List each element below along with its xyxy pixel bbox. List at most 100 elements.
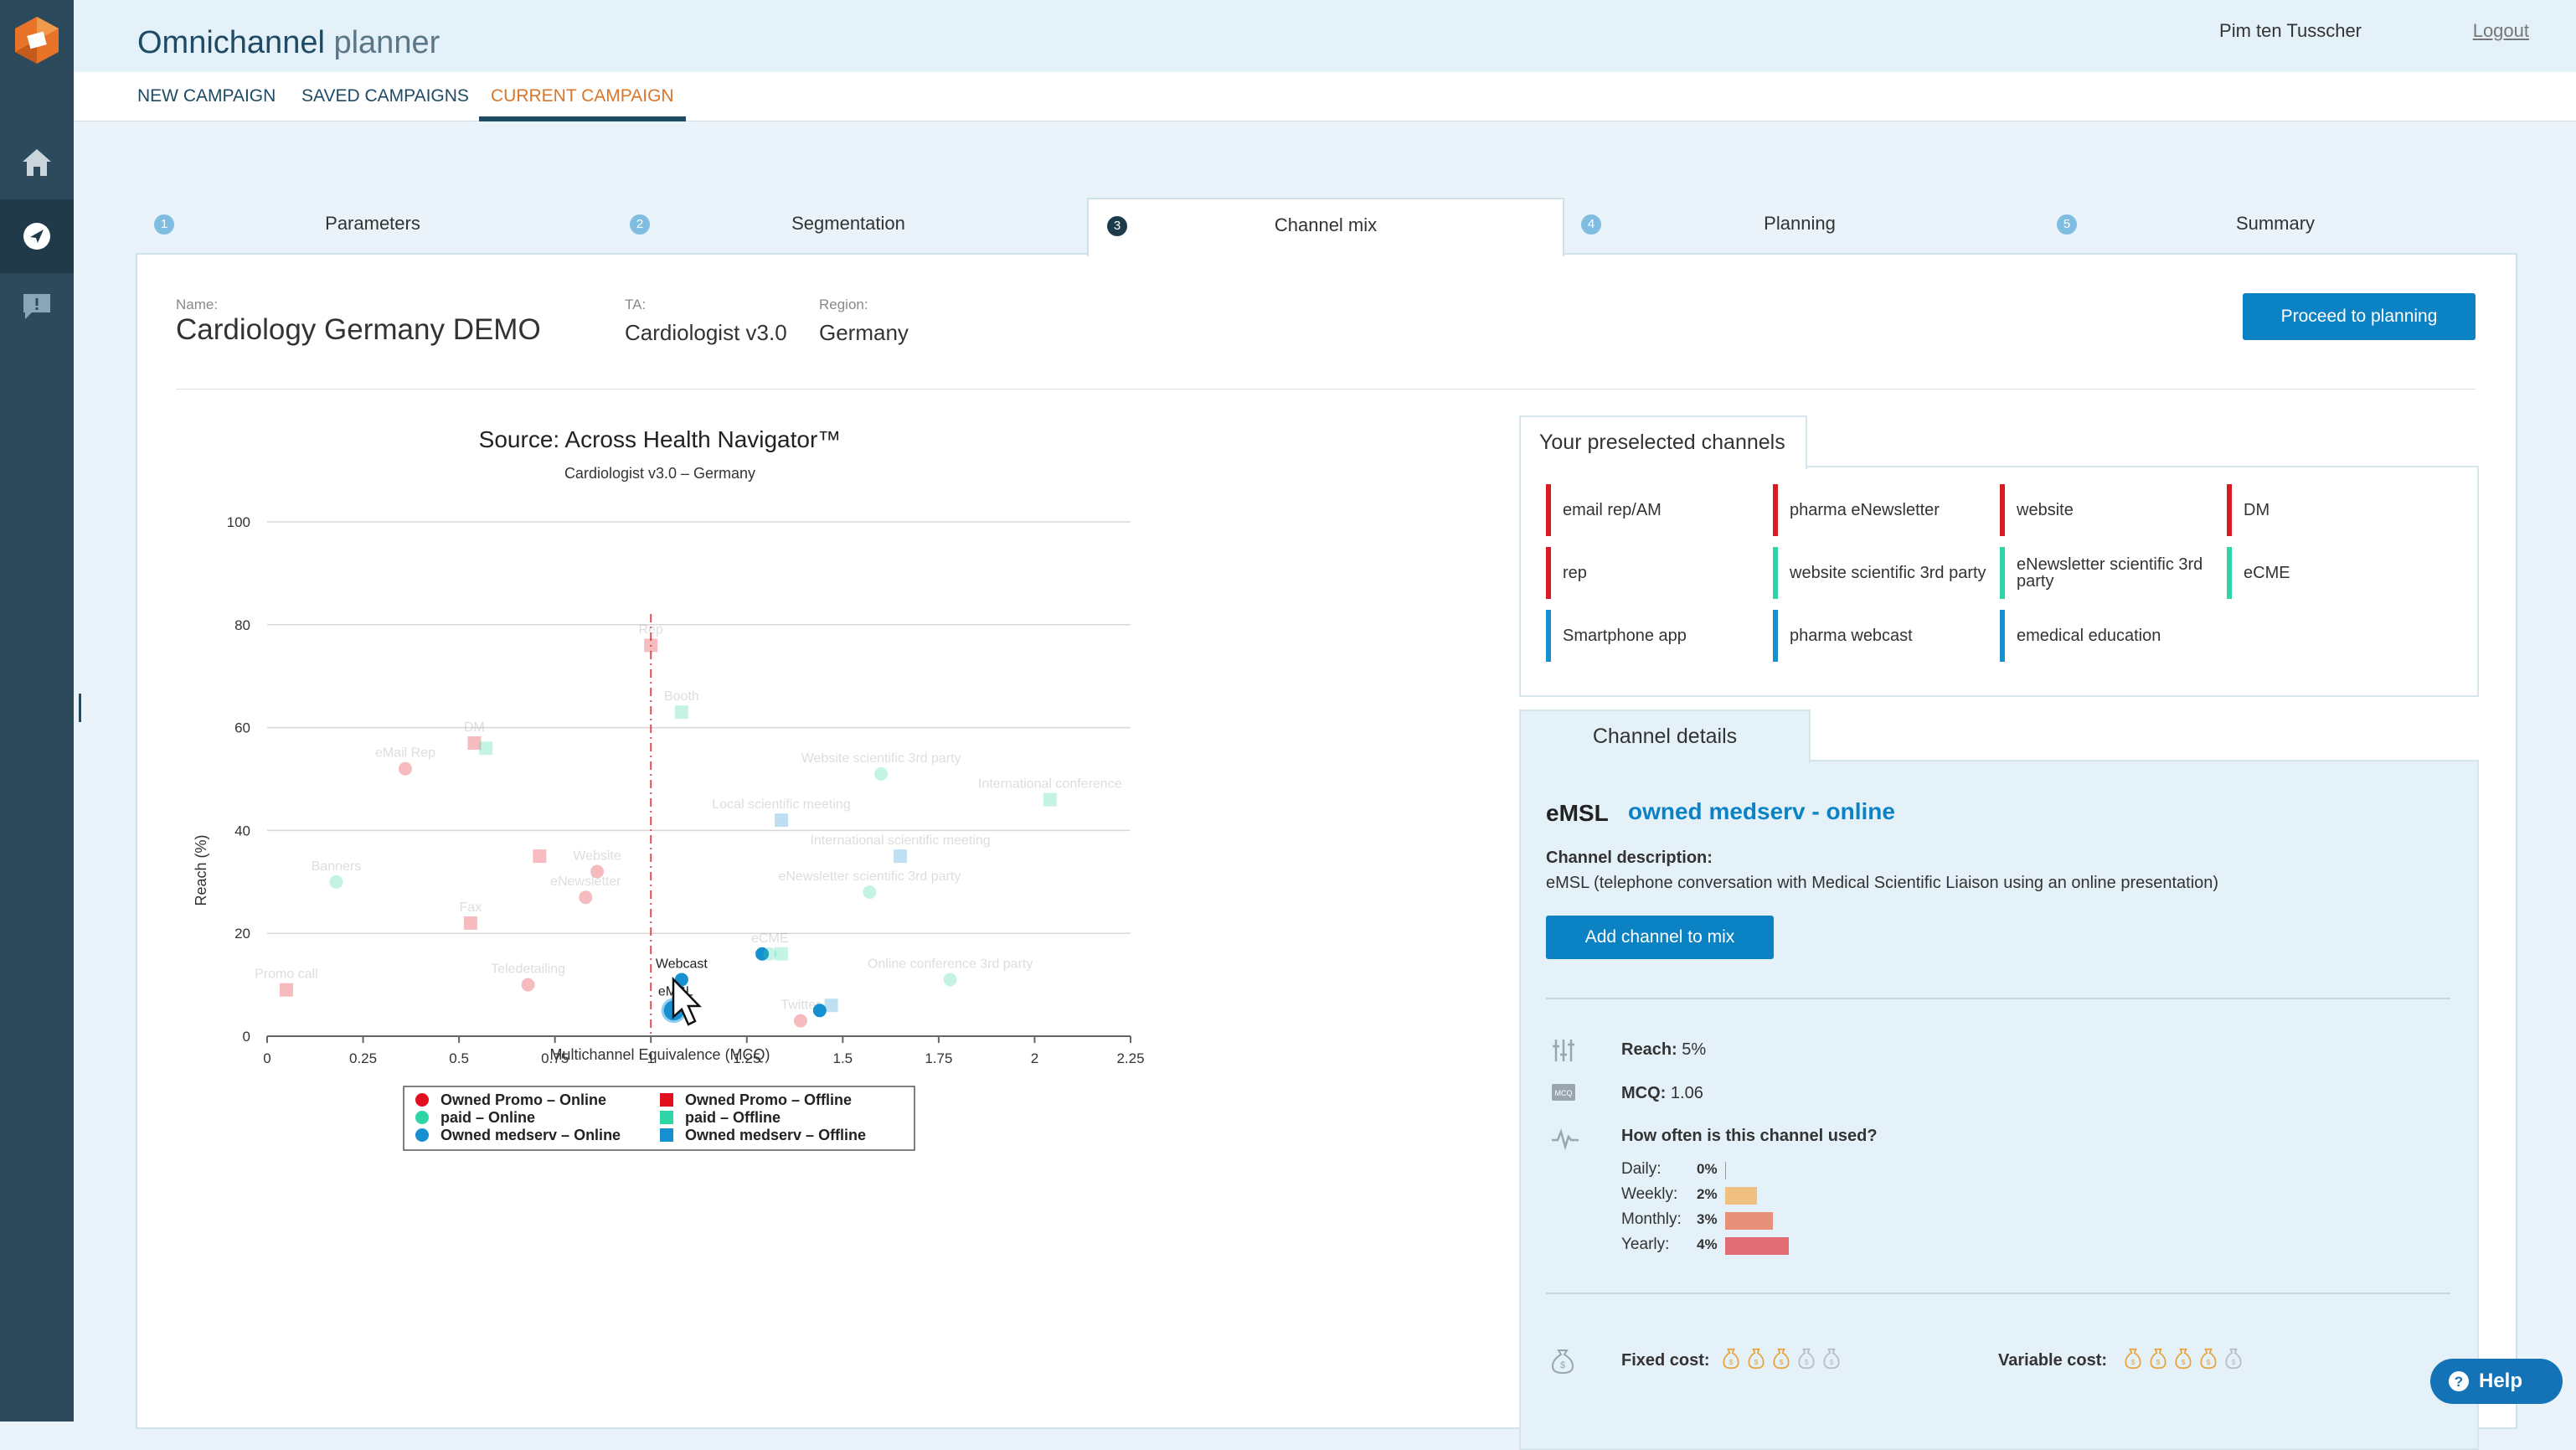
svg-text:$: $ xyxy=(2232,1358,2236,1366)
preselected-channel[interactable]: pharma eNewsletter xyxy=(1773,484,1991,536)
chart-point[interactable]: eNewsletter xyxy=(550,875,621,905)
point-label: Booth xyxy=(664,689,699,704)
y-tick-label: 80 xyxy=(234,617,250,633)
app-title: Omnichannel planner xyxy=(137,25,440,61)
add-channel-button[interactable]: Add channel to mix xyxy=(1546,916,1774,959)
chart-point[interactable]: International scientific meeting xyxy=(810,833,991,864)
frequency-label: Monthly: xyxy=(1621,1210,1682,1228)
x-tick-label: 2.25 xyxy=(1116,1050,1144,1066)
svg-text:$: $ xyxy=(1805,1358,1809,1366)
chart-point[interactable]: Fax xyxy=(460,900,482,930)
reach-value: 5% xyxy=(1682,1040,1707,1059)
legend-item: paid – Offline xyxy=(660,1109,781,1126)
help-button[interactable]: ? Help xyxy=(2430,1359,2563,1404)
point-marker xyxy=(479,741,493,756)
svg-text:$: $ xyxy=(1754,1358,1759,1366)
preselected-channel[interactable]: emedical education xyxy=(2000,610,2218,662)
description-text: eMSL (telephone conversation with Medica… xyxy=(1546,874,2219,892)
point-label: Twitter xyxy=(781,998,821,1013)
point-label: Website scientific 3rd party xyxy=(801,751,961,766)
channel-color-bar xyxy=(2000,484,2005,536)
step-planning[interactable]: 4 Planning xyxy=(1563,198,2037,253)
chart-point[interactable] xyxy=(479,741,493,756)
chart-point[interactable] xyxy=(824,998,838,1013)
step-summary[interactable]: 5 Summary xyxy=(2038,198,2512,253)
preselected-channel[interactable]: pharma webcast xyxy=(1773,610,1991,662)
chart-subtitle: Cardiologist v3.0 – Germany xyxy=(564,465,755,482)
mcq-label: MCQ: xyxy=(1621,1084,1667,1102)
chart-point[interactable]: DM xyxy=(464,720,485,751)
chart-point[interactable] xyxy=(755,947,770,961)
logout-link[interactable]: Logout xyxy=(2472,20,2529,41)
user-name: Pim ten Tusscher xyxy=(2219,20,2362,41)
chart-point[interactable]: Rep xyxy=(639,622,663,653)
chart-point[interactable]: Online conference 3rd party xyxy=(868,957,1033,987)
x-tick-label: 1.25 xyxy=(733,1050,760,1066)
preselected-channel[interactable]: DM xyxy=(2227,484,2445,536)
chart-point[interactable] xyxy=(812,1004,827,1018)
nav-new-campaign[interactable]: NEW CAMPAIGN xyxy=(137,86,276,106)
point-marker xyxy=(863,885,877,900)
sidebar-item-campaign[interactable] xyxy=(0,199,74,273)
legend-box xyxy=(403,1086,915,1151)
step-segmentation[interactable]: 2 Segmentation xyxy=(611,198,1085,253)
frequency-label: Daily: xyxy=(1621,1160,1662,1178)
chart-point[interactable]: Twitter xyxy=(781,998,821,1028)
channel-color-bar xyxy=(2227,484,2232,536)
chart-point[interactable]: Webcast xyxy=(656,957,708,987)
legend-label: Owned Promo – Online xyxy=(440,1091,606,1108)
chart-point[interactable]: Banners xyxy=(312,859,362,889)
point-label: eMail Rep xyxy=(375,746,435,761)
preselected-channel[interactable]: website scientific 3rd party xyxy=(1773,547,1991,599)
nav-current-campaign[interactable]: CURRENT CAMPAIGN xyxy=(479,72,686,121)
sidebar-item-feedback[interactable] xyxy=(0,270,74,343)
frequency-bar xyxy=(1725,1162,1726,1179)
chart-point[interactable]: Teledetailing xyxy=(491,962,565,992)
money-bag-icon: $ xyxy=(2175,1348,2192,1370)
preselected-channel[interactable]: rep xyxy=(1546,547,1764,599)
app-logo[interactable] xyxy=(12,15,62,65)
chart-point[interactable] xyxy=(775,947,789,961)
point-marker xyxy=(793,1014,807,1028)
preselected-tab: Your preselected channels xyxy=(1519,415,1807,469)
money-bag-icon: $ xyxy=(1798,1348,1815,1370)
point-label: DM xyxy=(464,720,485,735)
chart-point[interactable]: Booth xyxy=(664,689,699,720)
reach-stat: Reach: 5% xyxy=(1621,1040,1706,1060)
preselected-channel[interactable]: eCME xyxy=(2227,547,2445,599)
step-number: 4 xyxy=(1581,214,1601,235)
variable-cost-label: Variable cost: xyxy=(1998,1351,2108,1370)
mcq-value: 1.06 xyxy=(1670,1084,1703,1102)
point-marker xyxy=(812,1004,827,1018)
chart-point[interactable]: Website scientific 3rd party xyxy=(801,751,961,781)
frequency-icon xyxy=(1551,1127,1579,1155)
preselected-channel[interactable]: email rep/AM xyxy=(1546,484,1764,536)
channel-label: rep xyxy=(1563,564,1587,582)
chart-point[interactable]: Website xyxy=(573,849,621,879)
chart-point[interactable]: eCME xyxy=(751,931,788,961)
divider xyxy=(1546,998,2450,999)
preselected-channel[interactable]: eNewsletter scientific 3rd party xyxy=(2000,547,2218,599)
legend-item: Owned Promo – Offline xyxy=(660,1091,852,1108)
preselected-channel[interactable]: website xyxy=(2000,484,2218,536)
step-parameters[interactable]: 1 Parameters xyxy=(136,198,610,253)
preselected-channel[interactable]: Smartphone app xyxy=(1546,610,1764,662)
money-bag-icon: $ xyxy=(1773,1348,1790,1370)
point-marker xyxy=(533,849,547,864)
sidebar-collapse-handle[interactable] xyxy=(79,694,81,722)
step-number: 2 xyxy=(630,214,650,235)
channel-name: eMSL xyxy=(1546,800,1609,826)
channel-details-tab: Channel details xyxy=(1519,710,1811,763)
step-channel-mix[interactable]: 3 Channel mix xyxy=(1087,198,1564,256)
point-marker xyxy=(824,998,838,1013)
legend-label: paid – Online xyxy=(440,1109,535,1126)
chart-point[interactable] xyxy=(533,849,547,864)
chart-point[interactable]: eNewsletter scientific 3rd party xyxy=(778,869,961,900)
chart-point[interactable]: Promo call xyxy=(255,968,318,997)
chart-point[interactable]: Local scientific meeting xyxy=(712,797,851,828)
nav-saved-campaigns[interactable]: SAVED CAMPAIGNS xyxy=(301,86,469,106)
chart-point[interactable]: International conference xyxy=(978,777,1122,807)
proceed-to-planning-button[interactable]: Proceed to planning xyxy=(2243,293,2476,340)
chart-point[interactable]: eMail Rep xyxy=(375,746,435,776)
sidebar-item-home[interactable] xyxy=(0,126,74,199)
